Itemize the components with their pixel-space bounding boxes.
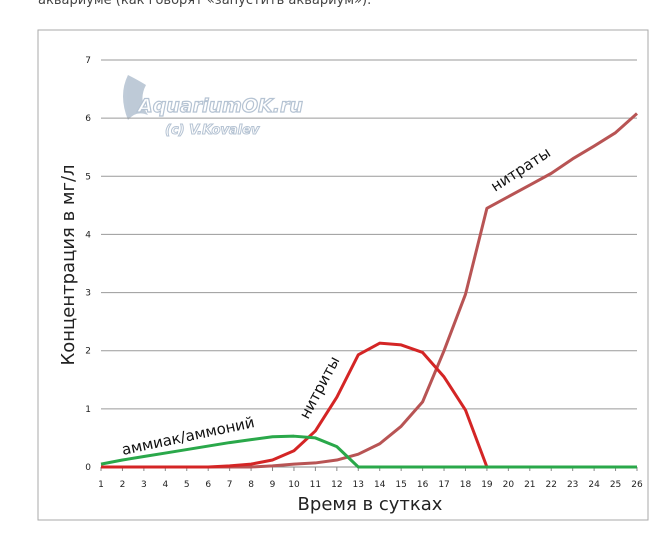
x-tick-label: 11 xyxy=(310,480,321,490)
y-tick-label: 0 xyxy=(85,463,91,473)
x-tick-label: 17 xyxy=(438,480,449,490)
x-tick-label: 23 xyxy=(567,480,578,490)
y-axis-label: Концентрация в мг/л xyxy=(58,164,79,365)
x-tick-label: 20 xyxy=(503,480,515,490)
x-tick-label: 24 xyxy=(588,480,600,490)
x-tick-label: 7 xyxy=(227,480,233,490)
x-tick-label: 15 xyxy=(395,480,406,490)
y-tick-label: 7 xyxy=(85,56,91,66)
watermark-author: (c) V.Kovalev xyxy=(165,123,260,138)
x-tick-label: 14 xyxy=(374,480,386,490)
series-line xyxy=(100,434,637,469)
x-tick-label: 22 xyxy=(546,480,557,490)
y-tick-label: 4 xyxy=(85,230,91,240)
x-tick-label: 3 xyxy=(141,480,147,490)
fish-icon xyxy=(123,75,148,120)
x-tick-label: 26 xyxy=(631,480,643,490)
watermark-site: AquariumOK.ru xyxy=(136,95,303,117)
watermark: AquariumOK.ru (c) V.Kovalev xyxy=(123,75,303,139)
x-tick-label: 25 xyxy=(610,480,621,490)
y-tick-label: 5 xyxy=(85,172,91,182)
x-tick-label: 6 xyxy=(205,480,211,490)
x-tick-label: 4 xyxy=(162,480,168,490)
y-tick-label: 2 xyxy=(85,347,91,357)
x-tick-label: 2 xyxy=(120,480,126,490)
x-tick-label: 19 xyxy=(481,480,493,490)
x-tick-label: 8 xyxy=(248,480,254,490)
y-tick-label: 6 xyxy=(85,114,91,124)
x-tick-label: 18 xyxy=(460,480,472,490)
x-axis-label: Время в сутках xyxy=(298,494,443,515)
x-tick-label: 10 xyxy=(288,480,300,490)
intro-text: аквариуме (как говорят «запустить аквари… xyxy=(38,0,371,8)
x-tick-label: 1 xyxy=(98,480,104,490)
x-tick-label: 16 xyxy=(417,480,429,490)
x-tick-label: 21 xyxy=(524,480,535,490)
x-tick-label: 13 xyxy=(353,480,364,490)
x-tick-label: 5 xyxy=(184,480,190,490)
x-tick-label: 9 xyxy=(270,480,276,490)
y-tick-label: 1 xyxy=(85,405,91,415)
y-tick-label: 3 xyxy=(85,289,91,299)
x-tick-label: 12 xyxy=(331,480,342,490)
